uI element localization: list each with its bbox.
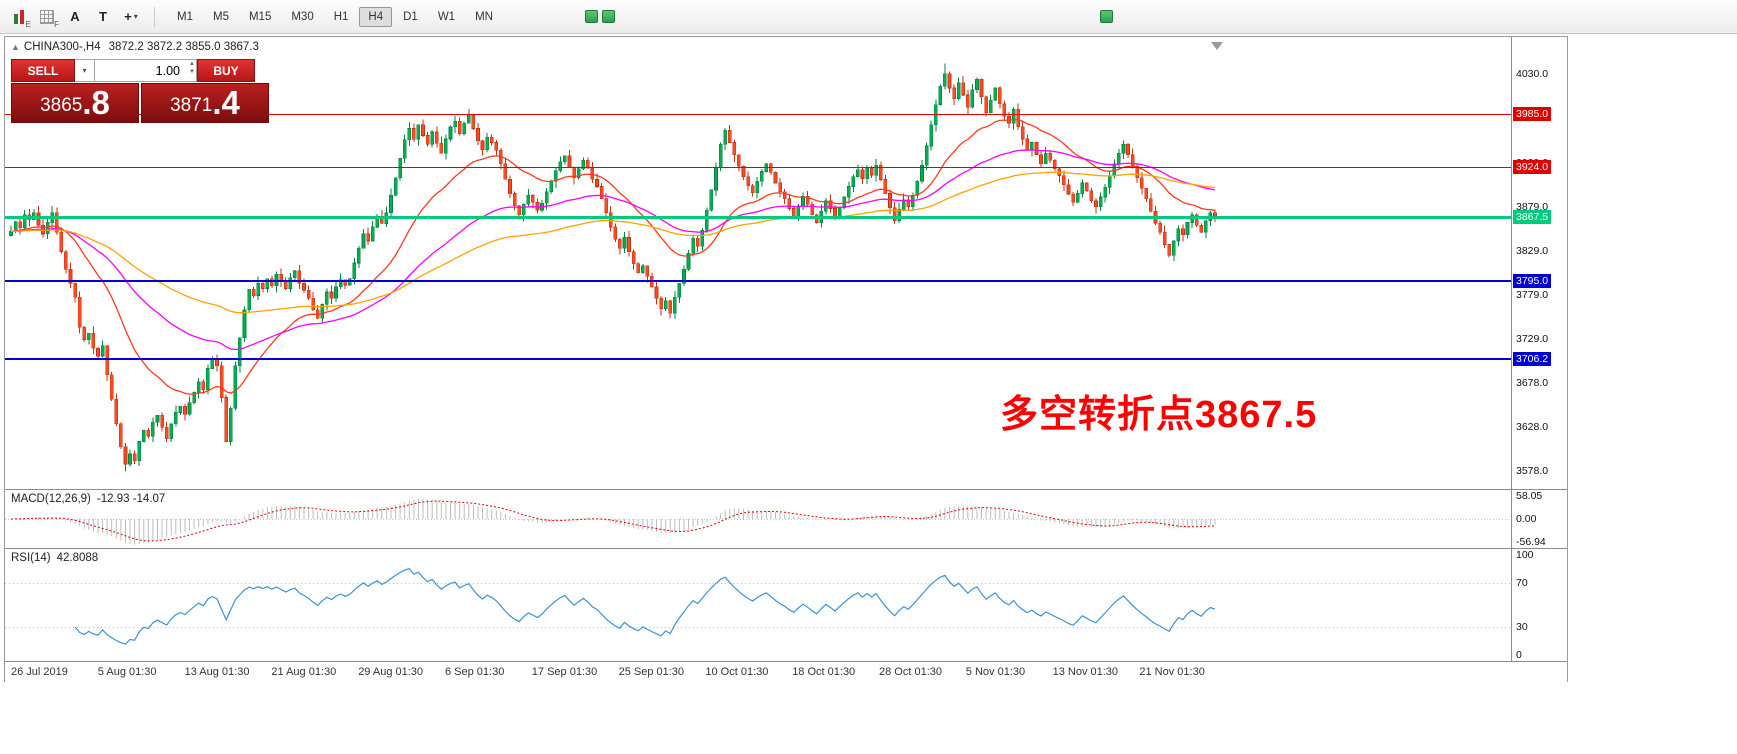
one-click-trading-panel: SELL ▾ ▲▼ BUY 3865.8 3871.4 [11,59,269,123]
rsi-chart[interactable] [5,549,1511,661]
bid-dec: .8 [82,84,110,121]
drawing-tools-group: E F A T + ▾ [6,5,146,29]
volume-dropdown[interactable]: ▾ [75,59,95,82]
time-label: 21 Nov 01:30 [1139,666,1205,678]
price-tick: 3879.0 [1516,200,1549,213]
time-label: 26 Jul 2019 [11,666,68,678]
rsi-panel: 100 70 30 0 RSI(14) 42.8088 [5,548,1567,661]
time-label: 28 Oct 01:30 [879,666,942,678]
chart-header: ▲ CHINA300-,H4 3872.2 3872.2 3855.0 3867.3 [11,41,259,53]
time-label: 10 Oct 01:30 [705,666,769,678]
price-tick: 3628.0 [1516,421,1549,434]
chart-window: 4030.03980.03929.03879.03829.03779.03729… [4,36,1568,682]
rsi-tick: 0 [1516,649,1522,661]
price-tick: 3578.0 [1516,465,1549,478]
timeframe-h4[interactable]: H4 [359,6,393,27]
toolbar-separator [154,6,155,27]
time-label: 25 Sep 01:30 [618,666,685,678]
crosshair-icon[interactable]: + ▾ [124,9,138,24]
timeframe-m30[interactable]: M30 [291,10,314,23]
price-level-badge: 3867.5 [1513,209,1552,224]
macd-label: MACD(12,26,9) -12.93 -14.07 [11,493,166,505]
volume-spinner[interactable]: ▲ ▼ [189,61,195,76]
timeframe-h1[interactable]: H1 [333,10,349,23]
macd-tick: 0.00 [1516,513,1537,525]
timeframe-m5[interactable]: M5 [212,10,229,23]
macd-values: -12.93 -14.07 [96,493,166,505]
chart-annotation-text: 多空转折点3867.5 [1000,394,1318,436]
time-label: 13 Aug 01:30 [184,666,250,678]
price-axis[interactable]: 4030.03980.03929.03879.03829.03779.03729… [1511,37,1568,489]
text-box-icon[interactable]: T [99,9,107,24]
sell-button[interactable]: SELL [11,59,75,82]
time-label: 29 Aug 01:30 [358,666,424,678]
toolbar: E F A T + ▾ M1 M5 M15 M30 H1 H4 D1 W1 MN [0,0,1737,34]
time-label: 5 Aug 01:30 [97,666,157,678]
time-label: 13 Nov 01:30 [1052,666,1119,678]
timeframe-d1[interactable]: D1 [403,10,418,23]
time-label: 21 Aug 01:30 [271,666,337,678]
symbol-label: CHINA300-,H4 [23,41,101,53]
macd-tick: 58.05 [1516,490,1543,502]
macd-tick: -56.94 [1516,535,1546,548]
text-label-icon[interactable]: A [70,9,80,24]
time-label: 18 Oct 01:30 [792,666,856,678]
price-tick: 3678.0 [1516,377,1549,390]
price-tick: 3829.0 [1516,244,1549,257]
price-level-badge: 3795.0 [1513,273,1552,288]
grid-icon[interactable]: F [34,5,60,29]
price-tick: 4030.0 [1516,67,1549,80]
volume-input[interactable] [95,59,197,82]
bid-int: 3865 [40,95,83,116]
price-level-badge: 3985.0 [1513,106,1552,121]
ohlc-readout: 3872.2 3872.2 3855.0 3867.3 [108,41,259,53]
timeframe-m15[interactable]: M15 [248,10,272,23]
timeframe-group: M1 M5 M15 M30 H1 H4 D1 W1 MN [167,6,503,27]
ask-int: 3871 [170,95,213,116]
timeframe-m1[interactable]: M1 [177,10,193,23]
rsi-tick: 30 [1516,621,1528,634]
rsi-plot[interactable] [5,549,1511,661]
macd-chart[interactable] [5,490,1511,548]
rsi-tick: 100 [1516,549,1534,561]
buy-button[interactable]: BUY [197,59,255,82]
shortcut-icon-2[interactable] [602,10,615,23]
rsi-tick: 70 [1516,576,1528,589]
bid-price-box[interactable]: 3865.8 [11,83,139,123]
macd-plot[interactable] [5,490,1511,548]
price-tick: 3779.0 [1516,288,1549,301]
price-tick: 3729.0 [1516,332,1549,345]
rsi-label: RSI(14) 42.8088 [11,552,99,564]
timeframe-w1[interactable]: W1 [437,10,456,23]
chart-type-icon[interactable]: E [6,5,32,29]
ask-dec: .4 [212,84,240,121]
rsi-value: 42.8088 [56,552,99,564]
time-axis[interactable]: 26 Jul 2019 5 Aug 01:30 13 Aug 01:30 21 Aug… [5,661,1567,682]
timeframe-mn[interactable]: MN [475,10,493,23]
time-label: 5 Nov 01:30 [965,666,1026,678]
price-level-badge: 3706.2 [1513,351,1552,366]
time-label: 6 Sep 01:30 [445,666,505,678]
macd-panel: 58.05 0.00 -56.94 MACD(12,26,9) -12.93 -14.… [5,489,1567,548]
ask-price-box[interactable]: 3871.4 [141,83,269,123]
main-chart-panel: 4030.03980.03929.03879.03829.03779.03729… [5,37,1567,489]
shortcut-icon-1[interactable] [585,10,598,23]
macd-axis[interactable]: 58.05 0.00 -56.94 [1511,490,1568,548]
time-label: 17 Sep 01:30 [531,666,598,678]
price-level-badge: 3924.0 [1513,160,1552,175]
collapse-panel-icon[interactable]: ▲ [11,42,20,52]
shortcut-icon-3[interactable] [1100,10,1113,23]
rsi-axis[interactable]: 100 70 30 0 [1511,549,1568,661]
